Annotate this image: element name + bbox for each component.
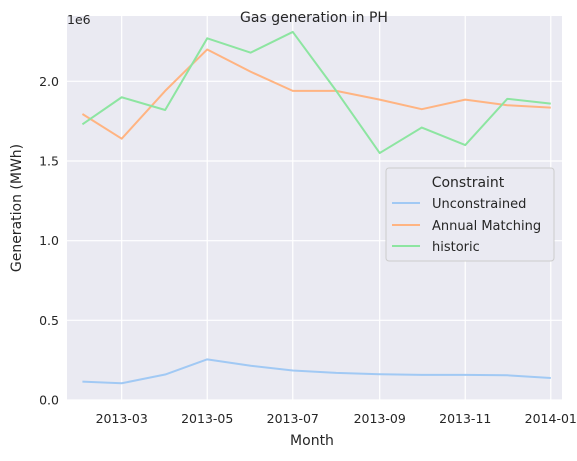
series-lines bbox=[81, 30, 551, 385]
grid-lines bbox=[67, 16, 562, 401]
series-line-historic bbox=[81, 30, 551, 155]
legend-label-unconstrained: Unconstrained bbox=[432, 197, 526, 212]
x-tick-label: 2013-05 bbox=[181, 411, 233, 426]
y-tick-label: 0.0 bbox=[39, 393, 59, 408]
legend-label-annual-matching: Annual Matching bbox=[432, 219, 541, 234]
series-line-annual-matching bbox=[81, 48, 551, 140]
y-tick-label: 1.5 bbox=[39, 153, 59, 168]
legend: Constraint Unconstrained Annual Matching… bbox=[385, 167, 555, 262]
legend-title: Constraint bbox=[432, 175, 505, 191]
series-line-unconstrained bbox=[82, 358, 551, 385]
y-tick-labels: 0.0 0.5 1.0 1.5 2.0 bbox=[39, 74, 59, 408]
chart-title: Gas generation in PH bbox=[240, 10, 388, 26]
x-axis-label: Month bbox=[290, 433, 334, 449]
y-axis-label: Generation (MWh) bbox=[9, 144, 25, 272]
x-tick-label: 2013-03 bbox=[96, 411, 148, 426]
y-tick-label: 1.0 bbox=[39, 233, 59, 248]
x-tick-label: 2013-09 bbox=[354, 411, 406, 426]
x-tick-label: 2013-11 bbox=[439, 411, 491, 426]
y-tick-label: 0.5 bbox=[39, 313, 59, 328]
legend-box bbox=[385, 167, 555, 262]
x-tick-label: 2014-01 bbox=[525, 411, 577, 426]
x-tick-label: 2013-07 bbox=[267, 411, 319, 426]
y-tick-label: 2.0 bbox=[39, 74, 59, 89]
x-tick-labels: 2013-03 2013-05 2013-07 2013-09 2013-11 2014-… bbox=[96, 411, 577, 426]
legend-label-historic: historic bbox=[432, 240, 480, 255]
y-offset-label: 1e6 bbox=[67, 12, 91, 27]
